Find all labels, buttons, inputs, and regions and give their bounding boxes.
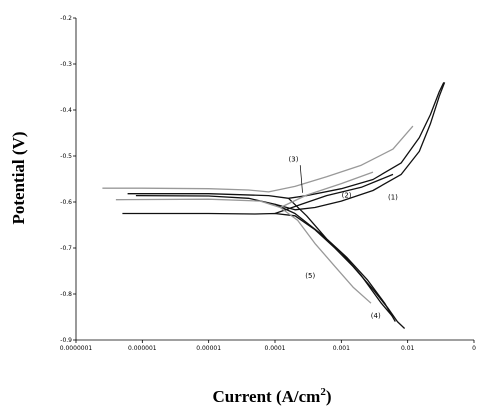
y-tick-label: -0.2	[60, 15, 72, 22]
y-tick-label: -0.7	[60, 245, 72, 252]
curve-label: (1)	[388, 194, 398, 202]
x-tick-label: 0.01	[401, 345, 415, 352]
x-axis-label-main: Current (A/cm	[213, 387, 321, 406]
curve-labels: (1) (2) (3) (4) (5)	[289, 156, 399, 320]
series-line-c1b	[274, 203, 394, 318]
series-line-c2	[127, 82, 445, 199]
series-line-c4b	[274, 173, 394, 215]
series-line-c3	[102, 125, 414, 193]
y-tick-label: -0.3	[60, 61, 72, 68]
series-line-c5b	[280, 171, 374, 209]
x-tick-label: 0.00001	[196, 345, 221, 352]
y-tick-label: -0.8	[60, 291, 72, 298]
x-tick-label: 0	[472, 345, 476, 352]
series-line-c5	[115, 198, 372, 304]
x-tick-label: 0.0001	[265, 345, 286, 352]
curve-label: (2)	[342, 191, 352, 199]
x-tick-label: 0.0000001	[60, 345, 93, 352]
curve-label: (4)	[371, 312, 381, 320]
y-tick-label: -0.6	[60, 199, 72, 206]
y-tick-label: -0.9	[60, 337, 72, 344]
x-tick-label: 0.001	[333, 345, 350, 352]
y-tick-label: -0.5	[60, 153, 72, 160]
curve-label: (5)	[305, 272, 315, 280]
y-tick-label: -0.4	[60, 107, 72, 114]
series-line-c1	[135, 82, 446, 211]
annotation-leader-line	[299, 165, 303, 193]
x-tick-label: 0.000001	[128, 345, 157, 352]
plot-area: -0.2 -0.3 -0.4 -0.5 -0.6 -0.7 -0.8 -0.9 0.00000…	[60, 15, 476, 352]
series-line-c2b	[288, 197, 396, 322]
x-ticks: 0.0000001 0.000001 0.00001 0.0001 0.001 0.01 0	[60, 340, 476, 352]
x-axis-label-sup: 2	[320, 386, 326, 398]
x-axis-label-close: )	[326, 387, 332, 406]
series-group	[102, 82, 446, 329]
y-ticks: -0.2 -0.3 -0.4 -0.5 -0.6 -0.7 -0.8 -0.9	[60, 15, 76, 344]
curve-label: (3)	[289, 156, 299, 164]
x-axis-label: Current (A/cm2)	[213, 386, 332, 406]
series-line-c4	[122, 212, 406, 329]
y-axis-label: Potential (V)	[9, 131, 28, 224]
